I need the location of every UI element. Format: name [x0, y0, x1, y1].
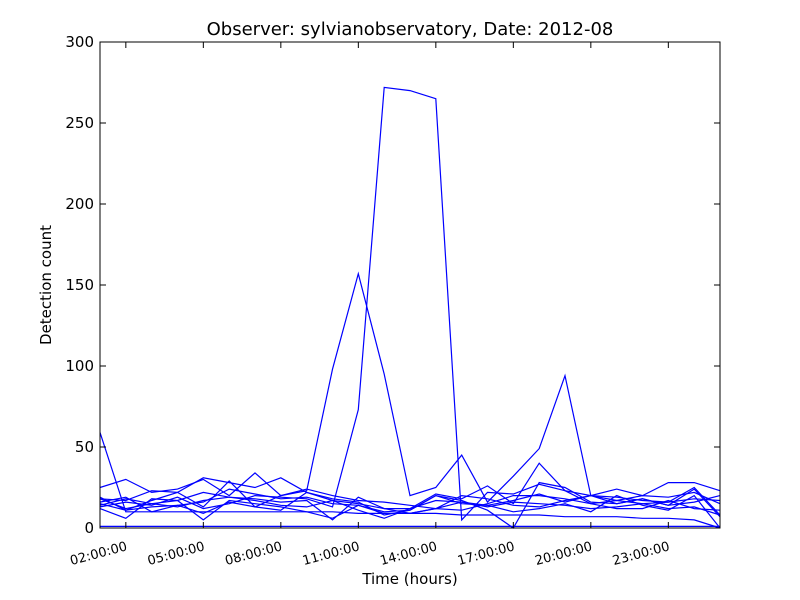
series-line-10 [99, 496, 721, 519]
series-line-7 [99, 486, 721, 521]
axis-ticks: 0 50 100 150 200 250 300 02:00:00 05:00:00 08:00:… [65, 33, 720, 569]
x-tick-label: 08:00:00 [224, 539, 284, 569]
y-axis-label: Detection count [37, 225, 55, 345]
chart-title: Observer: sylvianobservatory, Date: 2012… [207, 19, 614, 40]
y-tick-label: 150 [65, 276, 94, 294]
y-tick-label: 0 [84, 519, 94, 537]
series-line-9 [99, 491, 721, 529]
x-axis-label: Time (hours) [361, 570, 457, 588]
x-tick-label: 05:00:00 [146, 539, 206, 569]
x-tick-label: 14:00:00 [379, 539, 439, 569]
y-tick-label: 100 [65, 357, 94, 375]
y-tick-label: 200 [65, 195, 94, 213]
x-tick-label: 11:00:00 [301, 539, 361, 569]
y-tick-label: 250 [65, 114, 94, 132]
y-tick-label: 300 [65, 33, 94, 51]
x-tick-label: 23:00:00 [611, 539, 671, 569]
series-lines [99, 86, 721, 529]
series-line-2 [99, 472, 721, 510]
x-tick-label: 17:00:00 [456, 539, 516, 569]
x-tick-label: 20:00:00 [534, 539, 594, 569]
series-line-4 [99, 271, 721, 511]
series-line-5 [99, 86, 721, 522]
x-tick-label: 02:00:00 [69, 539, 129, 569]
y-tick-label: 50 [75, 438, 94, 456]
plot-area [99, 41, 721, 529]
